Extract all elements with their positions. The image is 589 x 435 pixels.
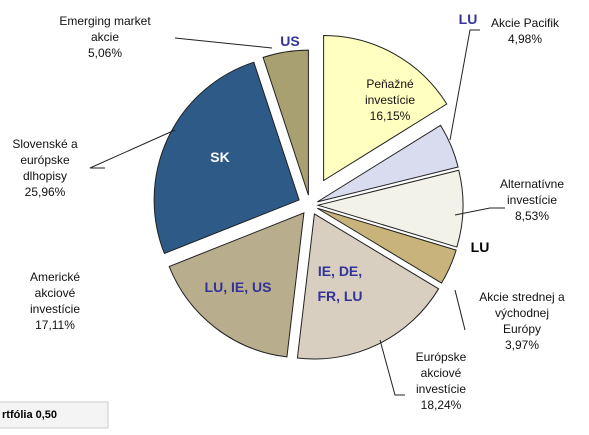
slice-label-line: východnej	[495, 306, 549, 320]
slice-label: Akcie Pacifik	[491, 16, 560, 30]
slice-label-line: akciové	[35, 286, 76, 300]
slice-label-line: akcie	[91, 30, 119, 44]
slice-label-line: Americké	[30, 270, 80, 284]
pie-slice	[262, 49, 309, 196]
pie-slice	[317, 207, 457, 284]
leader-line	[379, 339, 405, 396]
slice-label-line: investície	[30, 302, 80, 316]
leader-line	[89, 129, 176, 169]
domicile-label-line: FR, LU	[317, 288, 362, 304]
domicile-label: LU	[471, 239, 490, 255]
pie-slice	[296, 213, 440, 360]
domicile-label-line: SK	[210, 149, 229, 165]
domicile-label-line: IE, DE,	[318, 263, 362, 279]
slice-label: Európske akciové investície	[416, 350, 467, 396]
value-label: 8,53%	[515, 209, 549, 223]
slice-label-line: dlhopisy	[23, 169, 67, 183]
slice-label: Americké akciové investície	[30, 270, 80, 316]
domicile-label-line: LU, IE, US	[205, 279, 272, 295]
value-label: 25,96%	[25, 185, 66, 199]
slice-label-line: akciové	[421, 366, 462, 380]
domicile-label-line: LU	[459, 11, 478, 27]
value-label: 16,15%	[370, 109, 411, 123]
slice-label-line: Peňažné	[366, 77, 414, 91]
slice-label: Akcie strednej a východnej Európy	[479, 290, 565, 336]
slice-label-line: Európy	[503, 322, 541, 336]
domicile-label-line: LU	[471, 239, 490, 255]
slice-label-line: Akcie Pacifik	[491, 16, 560, 30]
domicile-label: LU	[459, 11, 478, 27]
pie-slice	[168, 212, 305, 358]
pie-slice	[153, 61, 300, 255]
slice-label: Alternatívne investície	[500, 177, 564, 207]
slice-label-line: Slovenské a	[12, 137, 78, 151]
domicile-label: US	[280, 33, 299, 49]
slice-label-line: investície	[416, 382, 466, 396]
slice-label: Emerging market akcie	[59, 14, 151, 44]
domicile-label: IE, DE, FR, LU	[317, 263, 362, 304]
domicile-label: SK	[210, 149, 229, 165]
pie-slice	[317, 124, 459, 203]
pie-slice	[323, 35, 448, 182]
slice-label-line: Alternatívne	[500, 177, 564, 191]
slice-label-line: investície	[365, 93, 415, 107]
slice-label-line: Emerging market	[59, 14, 151, 28]
value-label: 18,24%	[421, 398, 462, 412]
domicile-label-line: US	[280, 33, 299, 49]
slice-label-line: Európske	[416, 350, 467, 364]
leader-line	[454, 207, 505, 216]
footnote-box	[0, 401, 109, 429]
pie-slice	[316, 169, 464, 248]
leader-line	[449, 29, 480, 141]
value-label: 4,98%	[508, 32, 542, 46]
slice-label: Slovenské a európske dlhopisy	[12, 137, 78, 183]
slice-label-line: Akcie strednej a	[479, 290, 565, 304]
slice-label-line: európske	[20, 153, 70, 167]
slice-label: Peňažné investície	[365, 77, 415, 107]
value-label: 3,97%	[505, 338, 539, 352]
domicile-label: LU, IE, US	[205, 279, 272, 295]
value-label: 5,06%	[88, 46, 122, 60]
leader-line	[174, 37, 273, 49]
leader-line	[454, 289, 466, 331]
slice-label-line: investície	[507, 193, 557, 207]
footnote: rtfólia 0,50	[2, 409, 57, 421]
value-label: 17,11%	[35, 318, 75, 332]
